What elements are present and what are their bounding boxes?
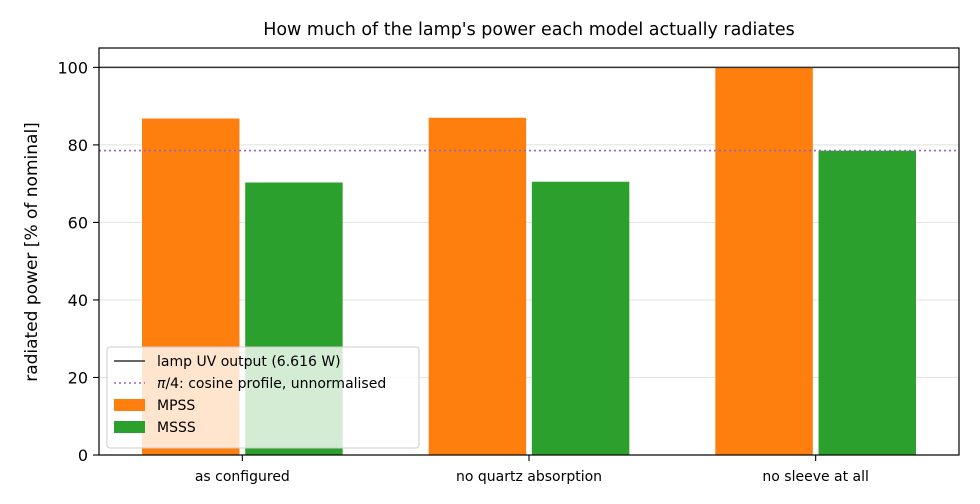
reference-lines [99, 66, 959, 152]
axes: 0 20 40 60 80 100 as configured no quartz absor… [57, 47, 960, 485]
legend-label: MPSS [157, 398, 195, 414]
legend-label-pi: π [157, 376, 166, 392]
bar-mpss [428, 117, 527, 456]
legend: lamp UV output (6.616 W) π/4: cosine prof… [106, 346, 420, 449]
bar-mpss [715, 67, 813, 455]
y-tick-label: 60 [68, 213, 88, 232]
y-tick-label: 80 [68, 136, 88, 155]
bar-msss [818, 150, 916, 455]
legend-swatch-mpss [114, 399, 145, 411]
y-tick-label: 0 [78, 446, 88, 465]
legend-label: π/4: cosine profile, unnormalised [157, 376, 386, 392]
bar-msss [531, 181, 630, 455]
bars-layer [142, 67, 916, 456]
chart-title: How much of the lamp's power each model … [263, 20, 795, 40]
x-tick-label: no sleeve at all [762, 469, 869, 485]
y-tick-label: 100 [57, 58, 88, 77]
legend-box [106, 346, 420, 449]
x-tick-label: no quartz absorption [456, 469, 602, 485]
legend-label: MSSS [157, 420, 196, 436]
legend-label-rest: /4: cosine profile, unnormalised [165, 376, 386, 392]
legend-swatch-msss [114, 421, 145, 433]
y-tick-label: 40 [68, 291, 88, 310]
y-tick-label: 20 [68, 368, 88, 387]
legend-label: lamp UV output (6.616 W) [157, 354, 341, 370]
x-tick-label: as configured [195, 469, 290, 485]
y-axis-label: radiated power [% of nominal] [22, 122, 42, 382]
